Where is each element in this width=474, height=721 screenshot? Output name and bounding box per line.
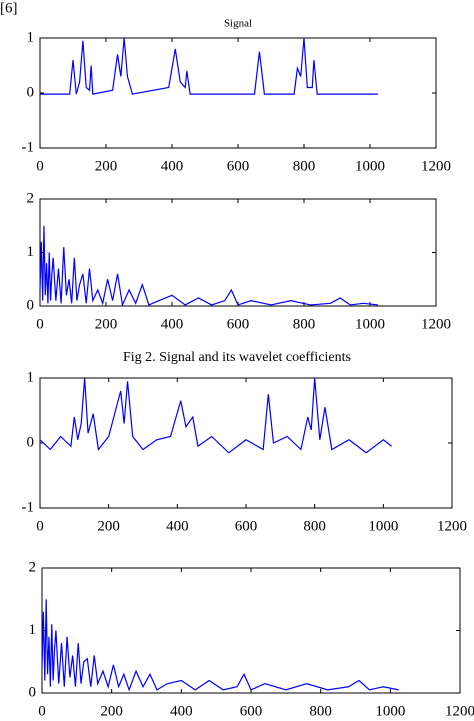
x-tick-label: 1200 — [445, 703, 474, 719]
y-tick-label: 0 — [27, 434, 35, 450]
x-tick-label: 800 — [293, 158, 316, 174]
x-tick-label: 600 — [235, 518, 258, 534]
y-tick-label: 0 — [27, 297, 35, 313]
x-tick-label: 0 — [36, 316, 44, 332]
y-tick-label: 2 — [27, 190, 35, 206]
y-tick-label: 1 — [27, 369, 35, 385]
x-tick-label: 400 — [170, 703, 193, 719]
x-tick-label: 1000 — [355, 158, 385, 174]
axes-box — [39, 377, 453, 509]
chart-title: Signal — [224, 18, 252, 30]
x-tick-label: 400 — [161, 158, 184, 174]
y-tick-label: 0 — [29, 684, 37, 700]
reference: [6] — [0, 0, 18, 16]
x-tick-label: 400 — [161, 316, 184, 332]
figure-caption: Fig 2. Signal and its wavelet coefficien… — [123, 350, 351, 365]
x-tick-label: 1200 — [421, 158, 451, 174]
axes-box — [39, 198, 437, 307]
x-tick-label: 200 — [95, 316, 118, 332]
x-tick-label: 200 — [95, 158, 118, 174]
x-tick-label: 1200 — [421, 316, 451, 332]
x-tick-label: 600 — [227, 316, 250, 332]
x-tick-label: 1000 — [368, 518, 398, 534]
x-tick-label: 600 — [227, 158, 250, 174]
x-tick-label: 0 — [36, 518, 44, 534]
y-tick-label: -1 — [22, 139, 35, 155]
x-tick-label: 200 — [97, 518, 120, 534]
x-tick-label: 0 — [36, 158, 44, 174]
signal-line — [40, 37, 378, 95]
signal-line — [39, 377, 392, 454]
x-tick-label: 600 — [240, 703, 263, 719]
axes-box — [41, 567, 461, 694]
y-tick-label: -1 — [22, 499, 35, 515]
signal-line — [41, 599, 399, 692]
y-tick-label: 1 — [27, 29, 35, 45]
y-tick-label: 0 — [27, 84, 35, 100]
x-tick-label: 200 — [100, 703, 123, 719]
x-tick-label: 400 — [166, 518, 189, 534]
y-tick-label: 2 — [29, 559, 37, 575]
x-tick-label: 800 — [303, 518, 326, 534]
y-tick-label: 1 — [29, 622, 37, 638]
x-tick-label: 1200 — [437, 518, 467, 534]
signal-line — [39, 225, 378, 308]
x-tick-label: 800 — [309, 703, 332, 719]
x-tick-label: 1000 — [355, 316, 385, 332]
x-tick-label: 800 — [293, 316, 316, 332]
y-tick-label: 1 — [27, 244, 35, 260]
x-tick-label: 0 — [38, 703, 46, 719]
x-tick-label: 1000 — [375, 703, 405, 719]
